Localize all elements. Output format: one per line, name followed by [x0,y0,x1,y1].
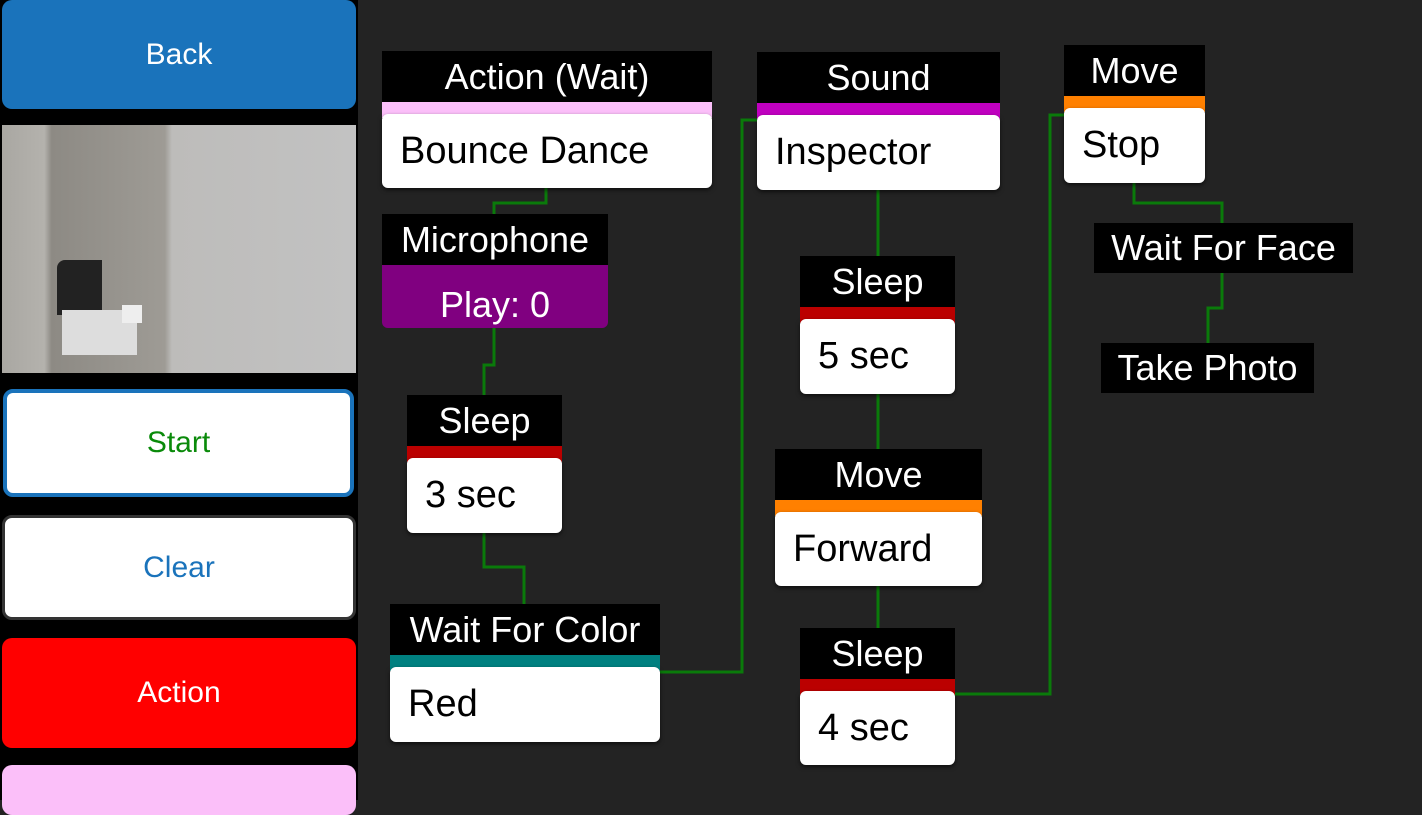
block-microphone[interactable]: Microphone Play: 0 [382,214,608,328]
connector [1206,273,1224,343]
connector [660,118,757,674]
action-button[interactable]: Action [2,638,356,748]
block-title: Sound [757,52,1000,103]
block-sleep[interactable]: Sleep 3 sec [407,395,562,533]
block-title: Action (Wait) [382,51,712,102]
block-value: Forward [775,512,982,586]
block-take-photo[interactable]: Take Photo [1101,343,1314,393]
connector [1132,183,1224,223]
block-value: Stop [1064,108,1205,183]
block-title: Wait For Color [390,604,660,655]
block-action-wait[interactable]: Action (Wait) Bounce Dance [382,51,712,188]
sidebar: Back Start Clear Action [0,0,358,815]
block-value: 3 sec [407,458,562,533]
block-title: Sleep [407,395,562,446]
block-value: 4 sec [800,691,955,765]
block-title: Microphone [382,214,608,265]
block-value: Play: 0 [382,265,608,328]
block-value: Inspector [757,115,1000,190]
connector [482,328,496,395]
clear-button[interactable]: Clear [2,515,356,620]
block-title: Move [775,449,982,500]
block-move[interactable]: Move Stop [1064,45,1205,183]
block-value: 5 sec [800,319,955,394]
block-sound[interactable]: Sound Inspector [757,52,1000,190]
connector [492,188,548,214]
block-title: Sleep [800,256,955,307]
connector [955,113,1064,696]
block-move[interactable]: Move Forward [775,449,982,586]
block-value: Red [390,667,660,742]
block-wait-for-face[interactable]: Wait For Face [1094,223,1353,273]
block-title: Sleep [800,628,955,679]
block-title: Take Photo [1101,343,1314,393]
block-sleep[interactable]: Sleep 4 sec [800,628,955,765]
start-button[interactable]: Start [3,389,354,497]
block-title: Move [1064,45,1205,96]
connector [482,533,526,604]
block-value: Bounce Dance [382,114,712,188]
block-title: Wait For Face [1094,223,1353,273]
block-sleep[interactable]: Sleep 5 sec [800,256,955,394]
block-wait-for-color[interactable]: Wait For Color Red [390,604,660,742]
back-button[interactable]: Back [2,0,356,109]
camera-preview [2,125,356,373]
